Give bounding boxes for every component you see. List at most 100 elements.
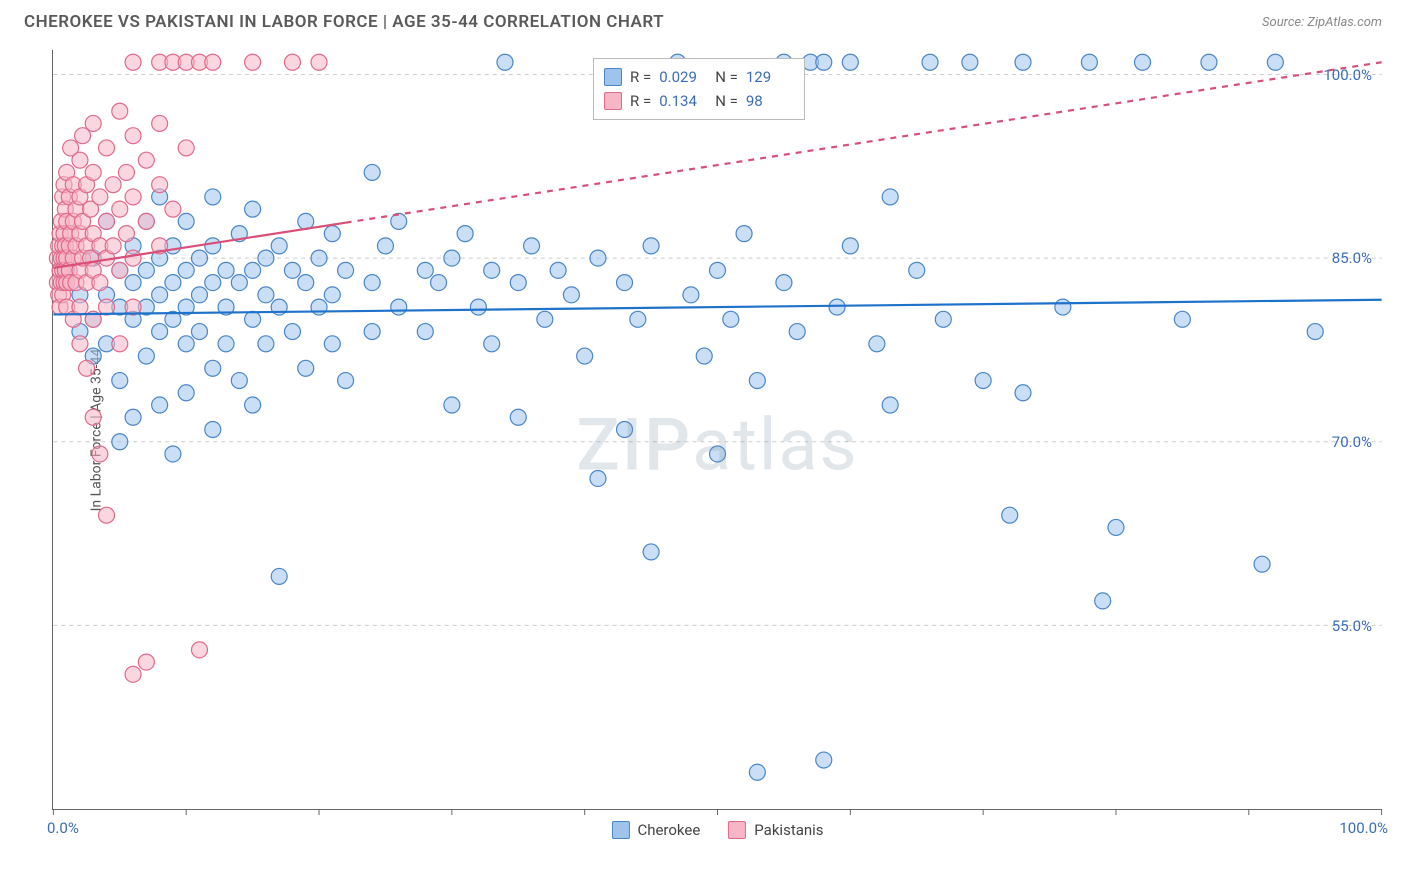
data-point xyxy=(842,238,858,254)
data-point xyxy=(152,115,168,131)
data-point xyxy=(245,311,261,327)
data-point xyxy=(72,299,88,315)
data-point xyxy=(789,324,805,340)
data-point xyxy=(590,470,606,486)
data-point xyxy=(178,336,194,352)
stats-row: R =0.134N =98 xyxy=(604,89,794,113)
data-point xyxy=(617,275,633,291)
data-point xyxy=(178,140,194,156)
data-point xyxy=(112,434,128,450)
data-point xyxy=(510,409,526,425)
data-point xyxy=(99,299,115,315)
data-point xyxy=(138,654,154,670)
data-point xyxy=(1055,299,1071,315)
data-point xyxy=(1002,507,1018,523)
data-point xyxy=(125,666,141,682)
r-value: 0.029 xyxy=(659,65,707,89)
correlation-stats-box: R =0.029N =129R =0.134N =98 xyxy=(593,58,805,120)
scatter-plot xyxy=(53,50,1382,809)
data-point xyxy=(178,213,194,229)
data-point xyxy=(842,54,858,70)
data-point xyxy=(470,299,486,315)
data-point xyxy=(205,238,221,254)
data-point xyxy=(749,373,765,389)
data-point xyxy=(338,262,354,278)
data-point xyxy=(962,54,978,70)
data-point xyxy=(324,336,340,352)
data-point xyxy=(311,54,327,70)
data-point xyxy=(178,385,194,401)
data-point xyxy=(205,422,221,438)
data-point xyxy=(105,177,121,193)
data-point xyxy=(85,164,101,180)
y-tick-label: 85.0% xyxy=(1332,249,1372,267)
data-point xyxy=(1254,556,1270,572)
data-point xyxy=(178,262,194,278)
data-point xyxy=(125,250,141,266)
data-point xyxy=(112,103,128,119)
data-point xyxy=(191,642,207,658)
data-point xyxy=(550,262,566,278)
data-point xyxy=(125,275,141,291)
data-point xyxy=(1201,54,1217,70)
data-point xyxy=(298,275,314,291)
data-point xyxy=(138,348,154,364)
r-label: R = xyxy=(630,89,651,113)
data-point xyxy=(118,164,134,180)
data-point xyxy=(205,360,221,376)
legend-item: Cherokee xyxy=(611,821,700,839)
data-point xyxy=(92,446,108,462)
data-point xyxy=(284,324,300,340)
data-point xyxy=(617,422,633,438)
data-point xyxy=(882,397,898,413)
data-point xyxy=(85,409,101,425)
data-point xyxy=(1108,519,1124,535)
data-point xyxy=(85,115,101,131)
data-point xyxy=(245,397,261,413)
data-point xyxy=(205,275,221,291)
legend: CherokeePakistanis xyxy=(611,821,823,839)
data-point xyxy=(112,262,128,278)
r-label: R = xyxy=(630,65,651,89)
data-point xyxy=(112,373,128,389)
data-point xyxy=(191,287,207,303)
x-axis-max-label: 100.0% xyxy=(1339,819,1388,837)
data-point xyxy=(231,275,247,291)
data-point xyxy=(218,336,234,352)
data-point xyxy=(630,311,646,327)
y-tick-label: 55.0% xyxy=(1332,617,1372,635)
data-point xyxy=(444,250,460,266)
data-point xyxy=(284,54,300,70)
data-point xyxy=(258,336,274,352)
chart-title: CHEROKEE VS PAKISTANI IN LABOR FORCE | A… xyxy=(24,12,664,32)
data-point xyxy=(138,152,154,168)
data-point xyxy=(643,238,659,254)
legend-swatch xyxy=(728,821,746,839)
data-point xyxy=(258,250,274,266)
data-point xyxy=(909,262,925,278)
data-point xyxy=(205,189,221,205)
data-point xyxy=(311,250,327,266)
data-point xyxy=(537,311,553,327)
chart-area: In Labor Force | Age 35-44 ZIPatlas R =0… xyxy=(52,50,1382,810)
data-point xyxy=(165,201,181,217)
data-point xyxy=(152,177,168,193)
data-point xyxy=(92,275,108,291)
data-point xyxy=(112,201,128,217)
chart-header: CHEROKEE VS PAKISTANI IN LABOR FORCE | A… xyxy=(0,0,1406,40)
data-point xyxy=(364,275,380,291)
data-point xyxy=(882,189,898,205)
data-point xyxy=(138,213,154,229)
x-axis-min-label: 0.0% xyxy=(47,819,79,837)
data-point xyxy=(1095,593,1111,609)
data-point xyxy=(311,299,327,315)
data-point xyxy=(138,262,154,278)
data-point xyxy=(125,128,141,144)
data-point xyxy=(816,752,832,768)
data-point xyxy=(869,336,885,352)
data-point xyxy=(1174,311,1190,327)
series-swatch xyxy=(604,68,622,86)
data-point xyxy=(484,262,500,278)
data-point xyxy=(377,238,393,254)
y-tick-label: 70.0% xyxy=(1332,433,1372,451)
